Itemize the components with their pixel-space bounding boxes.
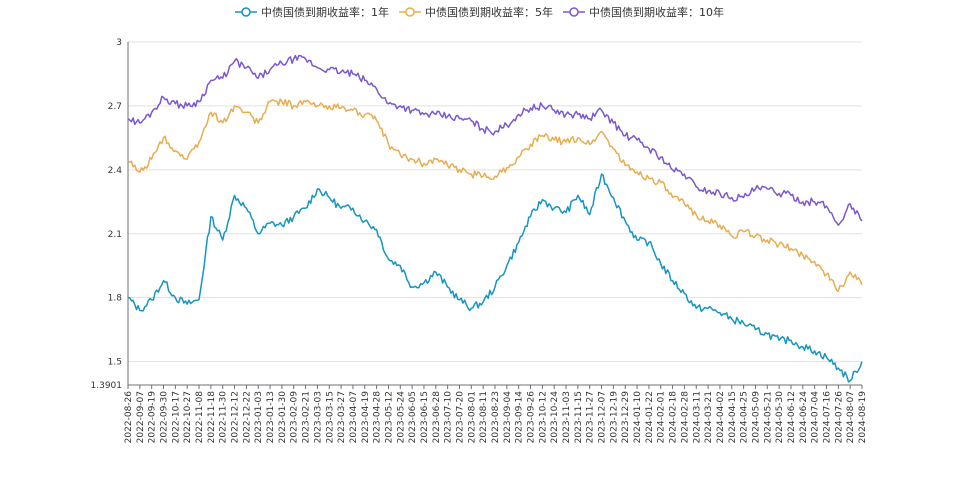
x-tick-label: 2023-07-20 [455, 391, 465, 444]
x-tick-label: 2024-03-11 [692, 391, 702, 443]
x-tick-label: 2023-09-04 [503, 391, 513, 444]
legend-marker [241, 7, 251, 17]
x-tick-label: 2024-06-12 [787, 391, 797, 443]
x-tick-label: 2022-12-22 [242, 391, 252, 443]
x-tick-label: 2022-10-27 [183, 391, 193, 443]
x-tick-label: 2024-05-09 [751, 391, 761, 444]
x-tick-label: 2022-09-30 [160, 391, 170, 444]
x-tick-label: 2023-03-03 [313, 391, 323, 443]
x-tick-label: 2022-11-08 [195, 391, 205, 444]
legend-label-10y: 中债国债到期收益率：10年 [589, 6, 724, 19]
x-tick-label: 2023-03-15 [325, 391, 335, 443]
x-tick-label: 2023-01-03 [254, 391, 264, 443]
x-tick-label: 2024-02-01 [657, 391, 667, 443]
x-tick-label: 2023-03-27 [337, 391, 347, 443]
y-tick-label: 1.3901 [91, 381, 123, 391]
series-line-2 [127, 54, 863, 226]
x-tick-label: 2024-06-24 [799, 391, 809, 444]
x-tick-label: 2023-06-05 [408, 391, 418, 443]
x-tick-label: 2023-02-21 [302, 391, 312, 443]
legend-item-1y[interactable]: 中债国债到期收益率：1年 [235, 3, 389, 21]
x-tick-label: 2024-02-18 [669, 391, 679, 444]
x-tick-label: 2024-01-22 [645, 391, 655, 443]
x-tick-label: 2023-06-28 [432, 391, 442, 444]
legend-item-5y[interactable]: 中债国债到期收益率：5年 [399, 3, 553, 21]
x-tick-label: 2023-10-24 [550, 391, 560, 444]
x-tick-label: 2023-12-29 [621, 391, 631, 444]
legend: 中债国债到期收益率：1年 中债国债到期收益率：5年 中债国债到期收益率：10年 [0, 3, 959, 21]
legend-marker [569, 7, 579, 17]
x-tick-label: 2023-04-28 [373, 391, 383, 444]
x-tick-label: 2023-10-12 [538, 391, 548, 443]
x-tick-label: 2023-01-30 [278, 391, 288, 444]
x-tick-label: 2024-04-25 [740, 391, 750, 443]
x-tick-label: 2024-07-26 [834, 391, 844, 444]
x-tick-label: 2023-05-24 [396, 391, 406, 444]
x-tick-label: 2024-04-15 [728, 391, 738, 443]
x-tick-label: 2023-05-12 [384, 391, 394, 443]
legend-label-5y: 中债国债到期收益率：5年 [425, 6, 553, 19]
x-tick-label: 2023-11-03 [562, 391, 572, 443]
y-tick-label: 2.4 [108, 166, 123, 176]
x-tick-label: 2024-04-02 [716, 391, 726, 443]
legend-marker [405, 7, 415, 17]
x-tick-label: 2024-08-19 [858, 391, 868, 444]
x-tick-label: 2023-11-27 [586, 391, 596, 443]
y-axis: 3 2.7 2.4 2.1 1.8 1.5 1.3901 [91, 38, 129, 391]
y-tick-label: 2.7 [108, 102, 122, 112]
x-tick-label: 2024-07-04 [811, 391, 821, 444]
x-tick-label: 2022-08-26 [124, 391, 134, 444]
legend-line-icon [399, 7, 421, 17]
grid-lines [128, 41, 862, 363]
x-tick-label: 2024-08-07 [846, 391, 856, 443]
x-tick-label: 2023-12-19 [609, 391, 619, 444]
x-tick-label: 2023-06-15 [420, 391, 430, 443]
x-tick-label: 2023-02-09 [290, 391, 300, 444]
series-lines [127, 54, 863, 383]
x-tick-label: 2024-05-21 [763, 391, 773, 443]
series-line-0 [127, 173, 863, 383]
x-tick-label: 2022-12-12 [231, 391, 241, 443]
x-tick-label: 2022-10-17 [171, 391, 181, 443]
x-tick-label: 2024-02-28 [680, 391, 690, 444]
legend-label-1y: 中债国债到期收益率：1年 [261, 6, 389, 19]
legend-item-10y[interactable]: 中债国债到期收益率：10年 [563, 3, 724, 21]
x-tick-label: 2023-08-01 [467, 391, 477, 443]
x-tick-label: 2024-03-21 [704, 391, 714, 443]
x-tick-label: 2022-09-19 [148, 391, 158, 444]
x-tick-label: 2023-09-26 [527, 391, 537, 444]
x-tick-label: 2023-04-07 [349, 391, 359, 443]
y-tick-label: 1.8 [108, 294, 123, 304]
y-tick-label: 2.1 [108, 230, 122, 240]
x-tick-label: 2023-01-13 [266, 391, 276, 443]
legend-line-icon [235, 7, 257, 17]
y-tick-label: 1.5 [108, 358, 122, 368]
x-tick-label: 2024-05-30 [775, 391, 785, 444]
x-tick-label: 2023-11-15 [574, 391, 584, 443]
x-tick-label: 2024-07-16 [822, 391, 832, 444]
x-tick-label: 2023-08-11 [479, 391, 489, 443]
x-tick-label: 2022-11-18 [207, 391, 217, 444]
x-tick-label: 2023-12-07 [598, 391, 608, 443]
x-tick-label: 2024-01-10 [633, 391, 643, 444]
x-tick-label: 2022-11-30 [219, 391, 229, 444]
x-tick-label: 2023-08-23 [491, 391, 501, 443]
x-tick-label: 2023-07-10 [444, 391, 454, 444]
x-tick-label: 2022-09-07 [136, 391, 146, 443]
x-axis: 2022-08-26 2022-09-07 2022-09-19 2022-09-30… [124, 384, 868, 444]
x-tick-label: 2023-09-14 [515, 391, 525, 444]
series-line-1 [127, 98, 863, 293]
x-tick-label: 2023-04-19 [361, 391, 371, 444]
y-tick-label: 3 [116, 38, 122, 48]
legend-line-icon [563, 7, 585, 17]
